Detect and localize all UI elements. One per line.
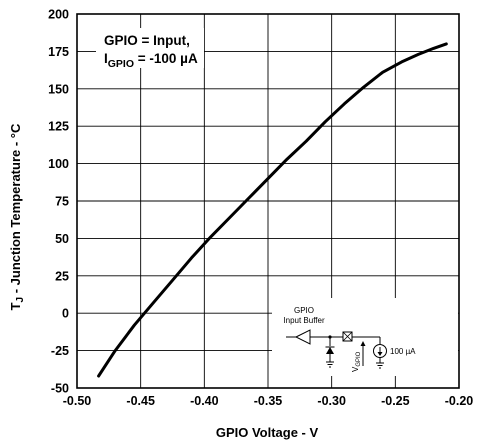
series-line bbox=[97, 42, 448, 378]
x-tick-label: -0.20 bbox=[445, 394, 474, 408]
y-tick-label: 100 bbox=[48, 157, 69, 171]
y-tick-label: 50 bbox=[55, 232, 69, 246]
annotation-line-2: IGPIO = -100 µA bbox=[104, 51, 198, 70]
y-tick-label: 0 bbox=[62, 307, 69, 321]
y-tick-label: 25 bbox=[55, 269, 69, 283]
y-tick-label: 200 bbox=[48, 8, 69, 22]
x-tick-label: -0.50 bbox=[63, 394, 92, 408]
diode-icon bbox=[326, 347, 334, 354]
y-tick-labels: -50 -25 0 25 50 75 100 125 150 175 200 bbox=[48, 8, 69, 396]
inset-title-line-2: Input Buffer bbox=[283, 316, 325, 325]
y-tick-label: 75 bbox=[55, 195, 69, 209]
y-tick-label: 175 bbox=[48, 45, 69, 59]
x-tick-label: -0.25 bbox=[381, 394, 410, 408]
y-tick-label: 125 bbox=[48, 120, 69, 134]
inset-title-line-1: GPIO bbox=[294, 306, 314, 315]
annotation-line-1: GPIO = Input, bbox=[104, 33, 190, 48]
y-tick-label: -25 bbox=[51, 344, 69, 358]
gpio-input-schematic: GPIO Input Buffer VGPIO 100 µA bbox=[272, 298, 458, 376]
x-tick-label: -0.30 bbox=[317, 394, 346, 408]
y-tick-label: -50 bbox=[51, 382, 69, 396]
x-axis-label: GPIO Voltage - V bbox=[216, 425, 319, 440]
x-tick-labels: -0.50 -0.45 -0.40 -0.35 -0.30 -0.25 -0.20 bbox=[63, 394, 474, 408]
x-tick-label: -0.40 bbox=[190, 394, 219, 408]
v-gpio-label: VGPIO bbox=[351, 351, 362, 372]
current-label: 100 µA bbox=[390, 347, 416, 356]
x-tick-label: -0.45 bbox=[126, 394, 155, 408]
y-tick-label: 150 bbox=[48, 82, 69, 96]
plot-frame bbox=[76, 13, 460, 389]
x-tick-label: -0.35 bbox=[254, 394, 283, 408]
condition-annotation: GPIO = Input, IGPIO = -100 µA bbox=[96, 28, 204, 70]
y-axis-label: TJ - Junction Temperature - °C bbox=[8, 123, 26, 310]
